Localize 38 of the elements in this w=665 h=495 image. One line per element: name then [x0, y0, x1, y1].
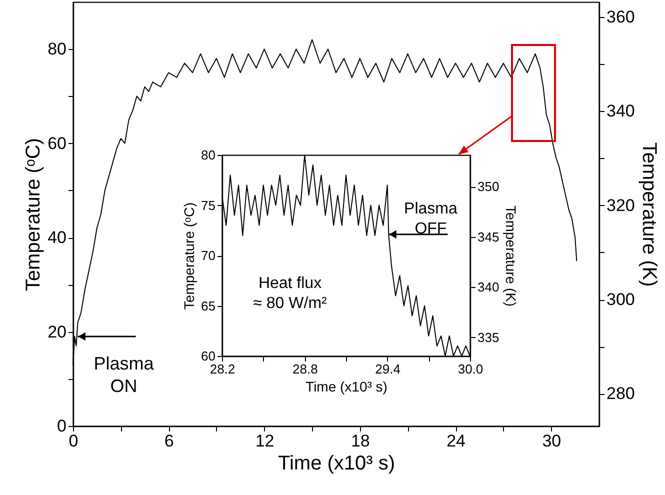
y2-tick-label: 350	[478, 179, 500, 194]
y2-tick-label: 280	[606, 384, 635, 404]
x-tick-label: 28.2	[210, 362, 236, 376]
x-axis-title: Time (x10³ s)	[306, 378, 388, 394]
y-tick-label: 60	[48, 134, 66, 153]
y-axis-title: Temperature (ᵒC)	[181, 202, 198, 310]
y-tick-label: 80	[201, 148, 216, 162]
x-tick-label: 29.4	[375, 362, 400, 376]
y-tick-label: 40	[48, 228, 66, 248]
y-tick-label: 20	[48, 322, 66, 342]
y-tick-label: 70	[201, 248, 216, 263]
y2-tick-label: 360	[606, 7, 635, 26]
y-tick-label: 75	[201, 198, 216, 213]
annotation: Heat flux ≈ 80 W/m²	[253, 275, 328, 312]
y2-tick-label: 340	[478, 280, 500, 295]
annotation: Plasma ON	[94, 353, 155, 396]
y-tick-label: 80	[48, 40, 66, 59]
y-axis-title: Temperature (ᵒC)	[22, 138, 45, 292]
y2-tick-label: 320	[606, 196, 635, 215]
x-tick-label: 6	[164, 432, 174, 450]
x-tick-label: 24	[446, 432, 466, 450]
y-tick-label: 65	[201, 298, 216, 314]
y2-axis-title: Temperature (K)	[503, 205, 520, 307]
y2-tick-label: 300	[606, 290, 635, 310]
y-tick-label: 60	[201, 348, 216, 364]
x-tick-label: 0	[68, 432, 78, 450]
y2-axis-title: Temperature (K)	[638, 142, 660, 287]
x-tick-label: 30.0	[458, 362, 484, 376]
x-tick-label: 30	[542, 432, 562, 450]
x-tick-label: 18	[350, 432, 370, 450]
y2-tick-label: 340	[606, 102, 635, 121]
x-axis-title: Time (x10³ s)	[278, 452, 396, 474]
y2-tick-label: 345	[478, 229, 500, 244]
y-tick-label: 0	[57, 416, 66, 436]
annotation: Plasma OFF	[404, 200, 458, 238]
x-tick-label: 12	[255, 432, 274, 450]
x-tick-label: 28.8	[292, 362, 318, 376]
y2-tick-label: 335	[478, 330, 500, 345]
